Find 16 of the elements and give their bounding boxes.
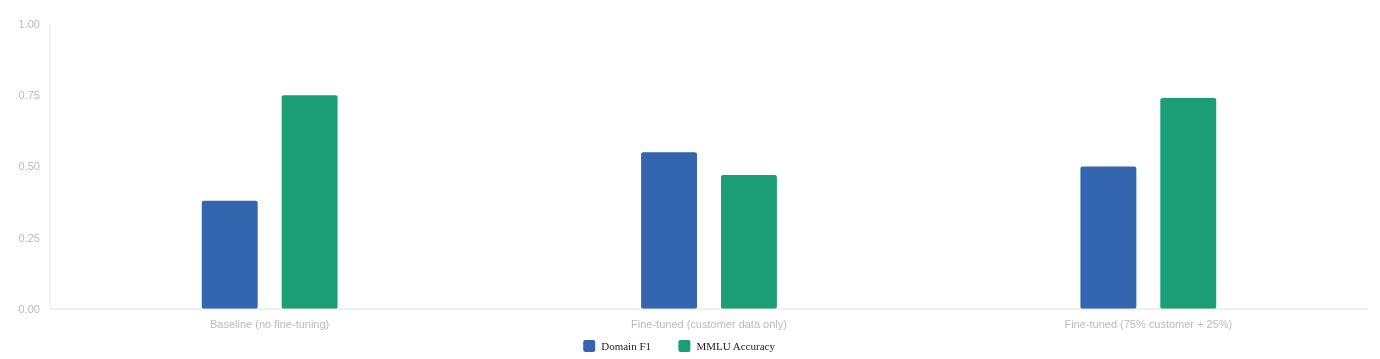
x-tick-label: Baseline (no fine-tuning) — [210, 318, 330, 330]
bar — [201, 200, 258, 309]
bar — [720, 175, 777, 309]
y-tick-label: 0.25 — [18, 231, 40, 244]
bar — [641, 152, 698, 309]
legend-label: Domain F1 — [601, 340, 652, 352]
y-tick-label: 0.00 — [18, 302, 40, 315]
y-tick-label: 0.75 — [18, 89, 40, 102]
y-tick-label: 1.00 — [18, 17, 40, 30]
bar — [281, 95, 338, 309]
y-tick-label: 0.50 — [18, 160, 40, 173]
x-tick-label: Fine-tuned (75% customer + 25%) — [1064, 318, 1233, 330]
bar — [1080, 166, 1137, 309]
bar — [1160, 98, 1217, 309]
x-tick-label: Fine-tuned (customer data only) — [631, 318, 787, 330]
legend-label: MMLU Accuracy — [696, 340, 776, 352]
